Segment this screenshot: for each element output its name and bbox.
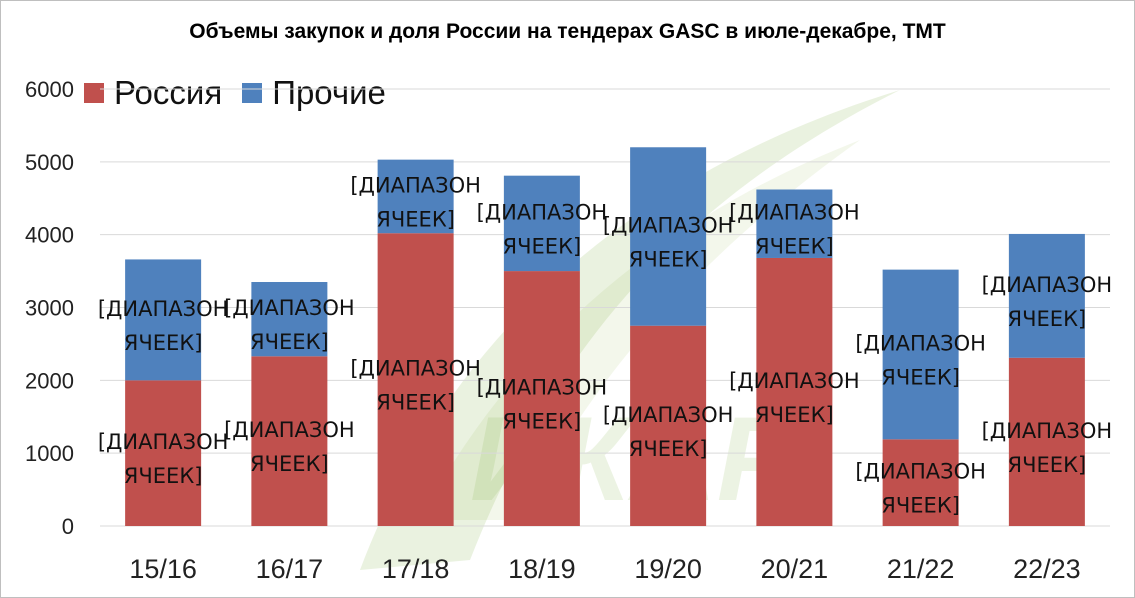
data-label-russia: [ДИАПАЗОН ЯЧЕЕК] (982, 419, 1113, 477)
data-label-russia: [ДИАПАЗОН ЯЧЕЕК] (855, 460, 986, 518)
bar-other (1008, 233, 1085, 358)
bar-russia (1008, 357, 1085, 526)
bar-other (377, 159, 454, 234)
y-tick-label: 2000 (25, 368, 74, 393)
bar-other (251, 282, 328, 357)
bar-russia (251, 356, 328, 526)
data-label-other: [ДИАПАЗОН ЯЧЕЕК] (982, 273, 1113, 331)
y-tick-label: 1000 (25, 441, 74, 466)
data-label-russia: [ДИАПАЗОН ЯЧЕЕК] (350, 357, 481, 415)
data-label-other: [ДИАПАЗОН ЯЧЕЕК] (729, 201, 860, 259)
data-label-russia: [ДИАПАЗОН ЯЧЕЕК] (477, 376, 608, 434)
x-category-label: 20/21 (761, 554, 829, 584)
data-label-other: [ДИАПАЗОН ЯЧЕЕК] (98, 297, 229, 355)
bar-russia (756, 257, 833, 526)
y-tick-label: 5000 (25, 150, 74, 175)
bar-russia (882, 439, 959, 526)
legend-item-other: Прочие (242, 74, 386, 112)
x-category-label: 19/20 (634, 554, 702, 584)
data-label-russia: [ДИАПАЗОН ЯЧЕЕК] (729, 369, 860, 427)
legend-swatch-russia (84, 83, 104, 103)
data-label-other: [ДИАПАЗОН ЯЧЕЕК] (855, 331, 986, 389)
chart-title: Объемы закупок и доля России на тендерах… (189, 20, 946, 43)
data-label-other: [ДИАПАЗОН ЯЧЕЕК] (350, 173, 481, 231)
data-label-other: [ДИАПАЗОН ЯЧЕЕК] (477, 200, 608, 258)
x-category-label: 22/23 (1013, 554, 1081, 584)
chart-legend: Россия Прочие (84, 74, 406, 112)
legend-item-russia: Россия (84, 74, 222, 112)
y-tick-label: 0 (62, 514, 74, 539)
data-label-russia: [ДИАПАЗОН ЯЧЕЕК] (224, 418, 355, 476)
y-tick-label: 3000 (25, 296, 74, 321)
bar-russia (503, 271, 580, 526)
bar-russia (125, 380, 202, 526)
bar-russia (377, 233, 454, 526)
x-category-label: 16/17 (256, 554, 324, 584)
y-tick-label: 6000 (25, 77, 74, 102)
bar-other (630, 147, 707, 326)
bar-other (756, 189, 833, 258)
x-category-label: 21/22 (887, 554, 955, 584)
x-category-label: 17/18 (382, 554, 450, 584)
data-label-russia: [ДИАПАЗОН ЯЧЕЕК] (603, 403, 734, 461)
legend-label-other: Прочие (272, 74, 386, 111)
bar-other (125, 259, 202, 381)
legend-label-russia: Россия (114, 74, 223, 111)
data-label-other: [ДИАПАЗОН ЯЧЕЕК] (603, 213, 734, 271)
legend-swatch-other (242, 83, 263, 103)
data-label-other: [ДИАПАЗОН ЯЧЕЕК] (224, 296, 355, 354)
bar-other (882, 269, 959, 440)
y-tick-label: 4000 (25, 223, 74, 248)
bar-other (503, 175, 580, 272)
x-category-label: 15/16 (129, 554, 197, 584)
data-label-russia: [ДИАПАЗОН ЯЧЕЕК] (98, 430, 229, 488)
x-category-label: 18/19 (508, 554, 576, 584)
bar-russia (630, 325, 707, 526)
